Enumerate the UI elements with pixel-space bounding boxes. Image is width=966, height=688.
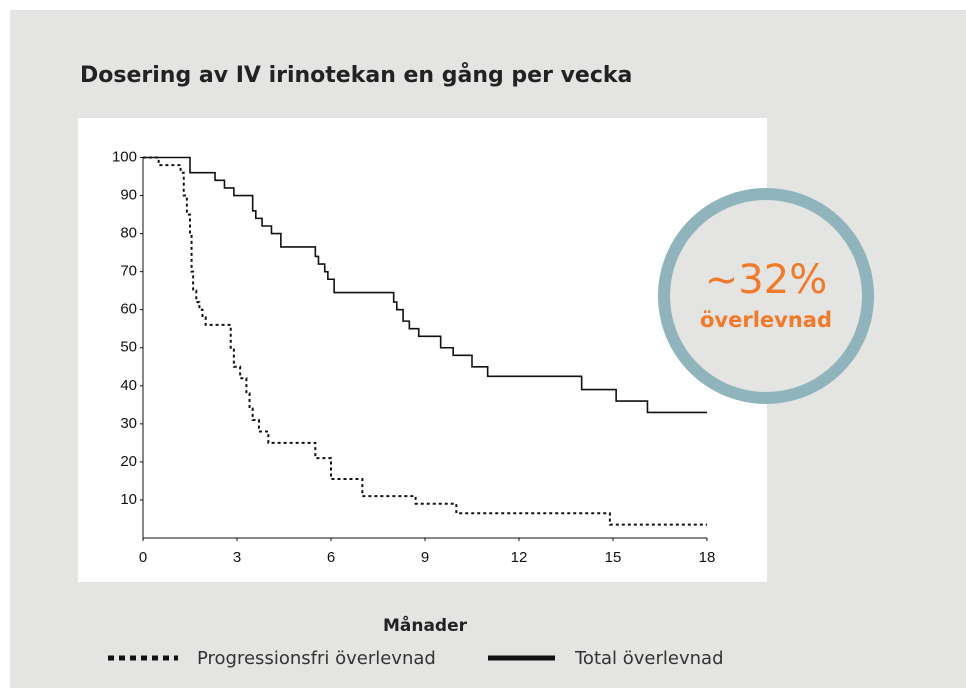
y-tick-label: 70 [120, 263, 137, 280]
y-tick-label: 100 [112, 148, 137, 165]
annotation-circle [658, 188, 874, 404]
y-tick-label: 80 [120, 225, 137, 242]
plot: 10 20 30 40 50 60 70 80 90 100 0 3 6 9 12 15 18 [112, 148, 715, 566]
x-tick-label: 12 [511, 549, 528, 566]
x-tick-label: 9 [421, 549, 429, 566]
x-tick-label: 0 [139, 549, 147, 566]
x-tick-label: 3 [233, 549, 241, 566]
y-tick-label: 10 [120, 491, 137, 508]
plot-area [78, 118, 767, 582]
x-axis-label: Månader [383, 614, 468, 636]
x-tick-label: 18 [699, 549, 716, 566]
legend-label: Progressionsfri överlevnad [197, 648, 436, 669]
x-tick-label: 15 [605, 549, 622, 566]
y-tick-label: 90 [120, 187, 137, 204]
chart-title: Dosering av IV irinotekan en gång per ve… [80, 62, 632, 88]
x-tick-label: 6 [327, 549, 335, 566]
annotation-label: överlevnad [700, 308, 832, 332]
survival-line [143, 156, 707, 414]
y-tick-label: 40 [120, 377, 137, 394]
y-tick-label: 20 [120, 453, 137, 470]
y-tick-label: 30 [120, 415, 137, 432]
y-tick-label: 50 [120, 339, 137, 356]
survival-line [143, 156, 707, 526]
annotation-value: ~32% [705, 257, 827, 303]
legend-label: Total överlevnad [574, 648, 724, 669]
y-tick-label: 60 [120, 301, 137, 318]
